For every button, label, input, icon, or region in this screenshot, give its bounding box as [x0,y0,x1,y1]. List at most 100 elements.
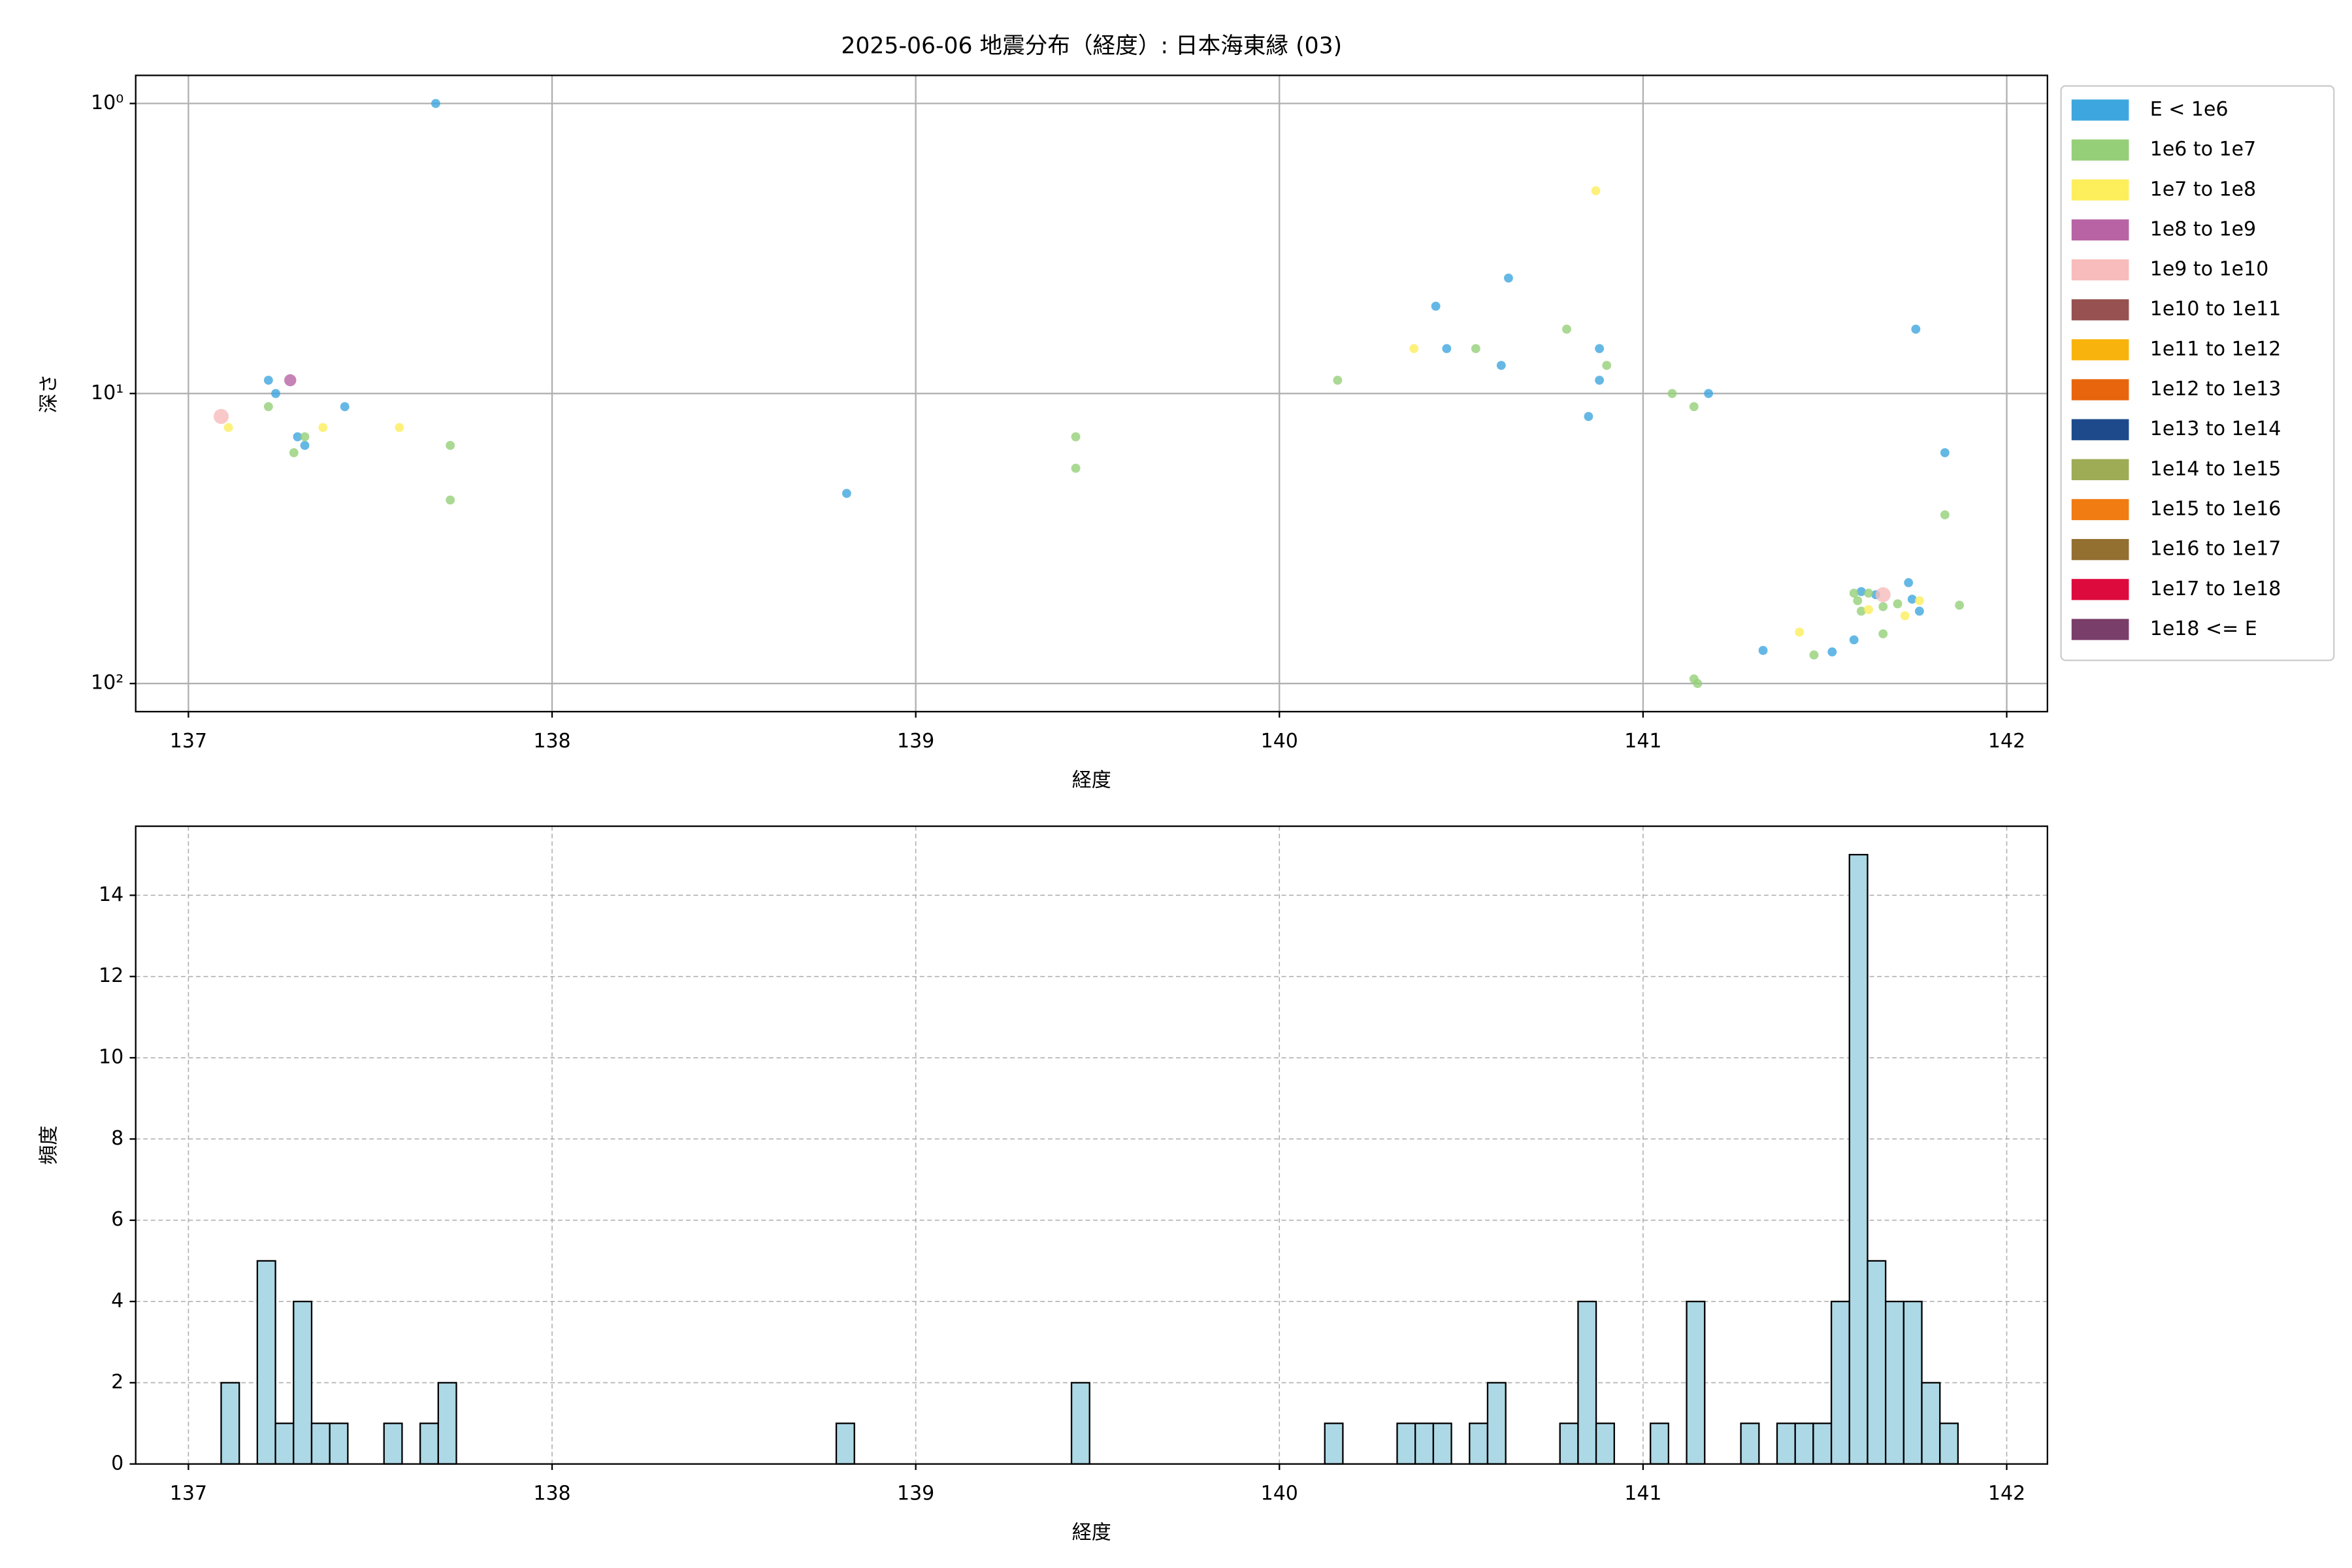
scatter-point [446,495,455,505]
scatter-point [1409,344,1419,353]
hist-bar [1794,1422,1814,1465]
hist-bar [437,1382,457,1465]
legend-label: 1e6 to 1e7 [2150,138,2256,161]
legend-swatch [2071,339,2129,361]
scatter-point [1955,600,1965,610]
scatter-point [1849,635,1859,645]
legend-swatch [2071,419,2129,440]
scatter-point [1904,578,1914,587]
hist-bar [1776,1422,1796,1465]
scatter-point [1333,376,1343,385]
legend-label: 1e16 to 1e17 [2150,538,2281,561]
legend-swatch [2071,619,2129,640]
scatter-point [213,408,229,424]
y-tick-label: 4 [111,1290,123,1313]
hist-bar [310,1422,331,1465]
scatter-point [1562,324,1571,334]
y-tick-label: 8 [111,1127,123,1150]
hist-bar [1812,1422,1833,1465]
legend-label: 1e11 to 1e12 [2150,338,2281,361]
legend-label: 1e18 <= E [2150,617,2257,640]
x-tick-label: 141 [1624,730,1661,753]
scatter-point [223,423,233,433]
scatter-point [446,440,455,450]
scatter-point [1602,361,1612,370]
scatter-point [1758,645,1768,655]
scatter-point [263,402,273,412]
x-tick-label: 137 [170,1482,207,1505]
x-axis-label: 経度 [1072,1521,1111,1544]
scatter-point [1795,627,1805,637]
scatter-point [1595,376,1605,385]
scatter-point [1878,629,1888,639]
legend-label: 1e13 to 1e14 [2150,417,2281,440]
y-tick-label: 12 [99,964,123,987]
hist-bar [1686,1300,1706,1465]
scatter-point [1914,596,1924,606]
y-axis-label: 頻度 [38,1126,61,1165]
legend-swatch [2071,579,2129,600]
scatter-point [1853,596,1863,606]
legend-swatch [2071,459,2129,480]
hist-bar [274,1422,295,1465]
legend-swatch [2071,299,2129,321]
scatter-point [318,423,328,433]
legend-swatch [2071,219,2129,241]
legend-swatch [2071,99,2129,121]
hist-bar [419,1422,439,1465]
x-tick-label: 138 [533,1482,570,1505]
x-tick-label: 138 [533,730,570,753]
y-tick-label: 10 [99,1046,123,1069]
hist-bar [329,1422,349,1465]
legend-swatch [2071,498,2129,521]
hist-bar [1414,1422,1435,1465]
y-tick-label: 10¹ [91,382,123,404]
scatter-point [1849,588,1859,598]
y-tick-label: 14 [99,883,123,906]
hist-bar [1921,1382,1941,1465]
hist-bar [1830,1300,1850,1465]
y-tick-label: 2 [111,1371,123,1394]
scatter-point [1504,273,1513,283]
hist-bar [1740,1422,1760,1465]
x-tick-label: 142 [1988,730,2025,753]
scatter-point [1809,650,1819,660]
scatter-point [1442,344,1452,353]
x-tick-label: 139 [897,730,934,753]
scatter-point [1907,595,1917,604]
x-tick-label: 142 [1988,1482,2025,1505]
hist-bar [1903,1300,1923,1465]
x-tick-label: 140 [1261,1482,1298,1505]
hist-bar [383,1422,403,1465]
legend-label: 1e17 to 1e18 [2150,578,2281,600]
y-tick-label: 6 [111,1208,123,1231]
scatter-point [1496,361,1506,370]
scatter-point [1914,606,1924,616]
legend-box [2060,85,2335,661]
hist-bar [1432,1422,1452,1465]
legend-label: 1e7 to 1e8 [2150,178,2256,201]
legend-label: 1e9 to 1e10 [2150,258,2269,281]
scatter-point [1940,448,1950,457]
legend-label: 1e10 to 1e11 [2150,298,2281,321]
scatter-point [1471,344,1480,353]
hist-bar [1867,1260,1887,1465]
hist-bar [1595,1422,1615,1465]
y-axis-label: 深さ [38,374,61,413]
scatter-point [1071,463,1081,473]
scatter-point [841,489,851,498]
x-tick-label: 141 [1624,1482,1661,1505]
scatter-point [293,432,302,442]
scatter-point [289,448,299,457]
scatter-point [300,432,310,442]
scatter-point [1900,611,1910,621]
scatter-point [431,99,440,108]
legend-swatch [2071,379,2129,400]
axes-frame [135,825,2048,1465]
hist-bar [1884,1300,1905,1465]
legend-swatch [2071,139,2129,161]
scatter-point [1689,402,1699,412]
